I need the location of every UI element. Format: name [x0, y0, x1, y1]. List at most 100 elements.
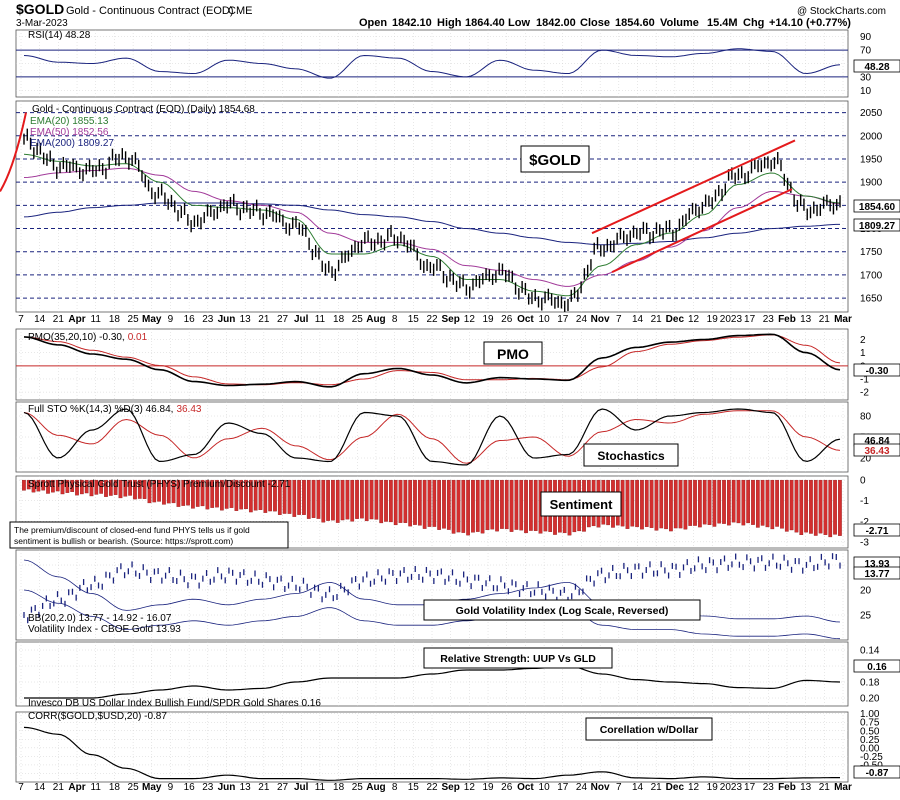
y-tick-label-price: 2000 — [860, 131, 883, 142]
y-tick-label-corr: 0.50 — [860, 726, 880, 737]
sentiment-bar — [504, 479, 509, 530]
x-tick-label: 16 — [184, 782, 196, 793]
x-tick-label: 21 — [651, 782, 663, 793]
watermark: @ StockCharts.com — [797, 6, 886, 17]
sentiment-bar — [775, 479, 779, 527]
pmo-annotation-box — [483, 341, 543, 365]
y-tick-label-corr: 0.25 — [860, 735, 880, 746]
rsi-value-tag-box — [853, 59, 900, 73]
sentiment-bar — [79, 479, 84, 495]
x-tick-label: 14 — [34, 782, 46, 793]
panel-labels: RSI(14) 48.28 Gold - Continuous Contract… — [28, 30, 321, 722]
sentiment-bar — [162, 479, 166, 505]
sentiment-bar — [461, 479, 466, 533]
y-tick-label-corr: 0.75 — [860, 718, 880, 729]
sentiment-bar — [268, 479, 272, 512]
y-tick-label-sent: 0 — [860, 476, 866, 487]
x-tick-label: Apr — [68, 782, 85, 793]
sentiment-bar — [760, 479, 765, 526]
sto-d-line — [23, 410, 841, 464]
x-tick-label: 23 — [763, 782, 775, 793]
x-tick-label: 16 — [184, 314, 196, 325]
sto-label-signal: 36.43 — [176, 404, 201, 415]
sentiment-bar — [60, 479, 65, 495]
sentiment-bar — [417, 479, 422, 526]
quote-low: 1842.00 — [536, 17, 576, 29]
sentiment-bar — [36, 479, 41, 492]
x-tick-label: 17 — [557, 782, 569, 793]
sentiment-bar — [823, 479, 828, 535]
x-tick-label: Feb — [778, 782, 796, 793]
corr-label: CORR($GOLD,$USD,20) -0.87 — [28, 711, 167, 722]
sentiment-bar — [509, 479, 514, 532]
sentiment-bar — [152, 479, 157, 503]
y-tick-label-price: 2050 — [860, 108, 883, 119]
sentiment-bar — [51, 479, 55, 493]
sentiment-bar — [446, 479, 451, 530]
sentiment-bar — [413, 479, 417, 525]
y-tick-label-price: 1750 — [860, 247, 883, 258]
x-tick-label: 19 — [707, 782, 719, 793]
x-tick-label: Jul — [294, 314, 309, 325]
x-tick-label: 19 — [482, 314, 494, 325]
sentiment-bar — [340, 479, 345, 521]
sentiment-bar — [234, 479, 239, 511]
sentiment-bar — [746, 479, 751, 524]
sentiment-bar — [41, 479, 46, 491]
y-tick-label-pmo: -1 — [860, 374, 869, 385]
sentiment-bar — [838, 479, 842, 536]
y-tick-label-rs: 0.14 — [860, 646, 880, 657]
y-tick-label-sent: -1 — [860, 496, 869, 507]
price-value-tag: 1854.60 — [859, 202, 896, 213]
sentiment-bar — [794, 479, 799, 533]
sentiment-bar — [316, 479, 321, 519]
lower-trendline — [611, 188, 793, 274]
symbol-title: $GOLD — [16, 1, 64, 17]
ema200-value-tag-box — [853, 218, 900, 232]
sentiment-bar — [809, 479, 813, 534]
quote-low-label: Low — [508, 17, 530, 29]
sentiment-bar — [108, 479, 113, 496]
x-tick-label: 13 — [240, 314, 252, 325]
sentiment-bar — [321, 479, 326, 523]
x-tick-label: 18 — [109, 782, 121, 793]
sentiment-bar — [84, 479, 89, 494]
rs-annotation: Relative Strength: UUP Vs GLD — [440, 653, 596, 665]
x-tick-label: 21 — [258, 314, 270, 325]
sentiment-bar — [166, 479, 171, 504]
x-tick-label: 18 — [333, 314, 345, 325]
x-tick-label: 18 — [109, 314, 121, 325]
x-tick-label: 9 — [168, 782, 174, 793]
sentiment-bar — [654, 479, 659, 531]
sto-annotation-box — [583, 443, 679, 467]
x-tick-label: 25 — [352, 314, 364, 325]
ema200-label: EMA(200) 1809.27 — [30, 138, 114, 149]
sto-label-main: Full STO %K(14,3) %D(3) 46.84, — [28, 404, 173, 415]
x-tick-label: 13 — [800, 782, 812, 793]
sentiment-bar — [360, 479, 364, 519]
x-tick-label: Aug — [366, 782, 385, 793]
sentiment-bar — [755, 479, 760, 528]
y-tick-label-price: 1950 — [860, 154, 883, 165]
sentiment-bar — [263, 479, 268, 513]
sentiment-bar — [485, 479, 490, 531]
ema50-label: EMA(50) 1852.56 — [30, 127, 109, 138]
x-tick-label: 7 — [18, 782, 24, 793]
sentiment-note: The premium/discount of closed-end fund … — [14, 525, 250, 546]
sentiment-bar — [500, 479, 504, 529]
rs-line — [24, 665, 841, 699]
quote-volume: 15.4M — [707, 17, 738, 29]
x-tick-label: 8 — [392, 782, 398, 793]
sentiment-bar — [519, 479, 524, 531]
x-tick-label: 22 — [426, 314, 438, 325]
corr-line — [23, 726, 840, 781]
x-tick-label: Nov — [591, 314, 610, 325]
sentiment-bar — [422, 479, 427, 529]
gold-annotation: $GOLD — [529, 152, 581, 169]
sentiment-bar — [171, 479, 176, 504]
rsi-value-tag: 48.28 — [864, 62, 889, 73]
sentiment-bar — [345, 479, 350, 520]
sentiment-bar — [514, 479, 519, 530]
x-tick-label: Jul — [294, 782, 309, 793]
ema200-line — [23, 202, 840, 246]
